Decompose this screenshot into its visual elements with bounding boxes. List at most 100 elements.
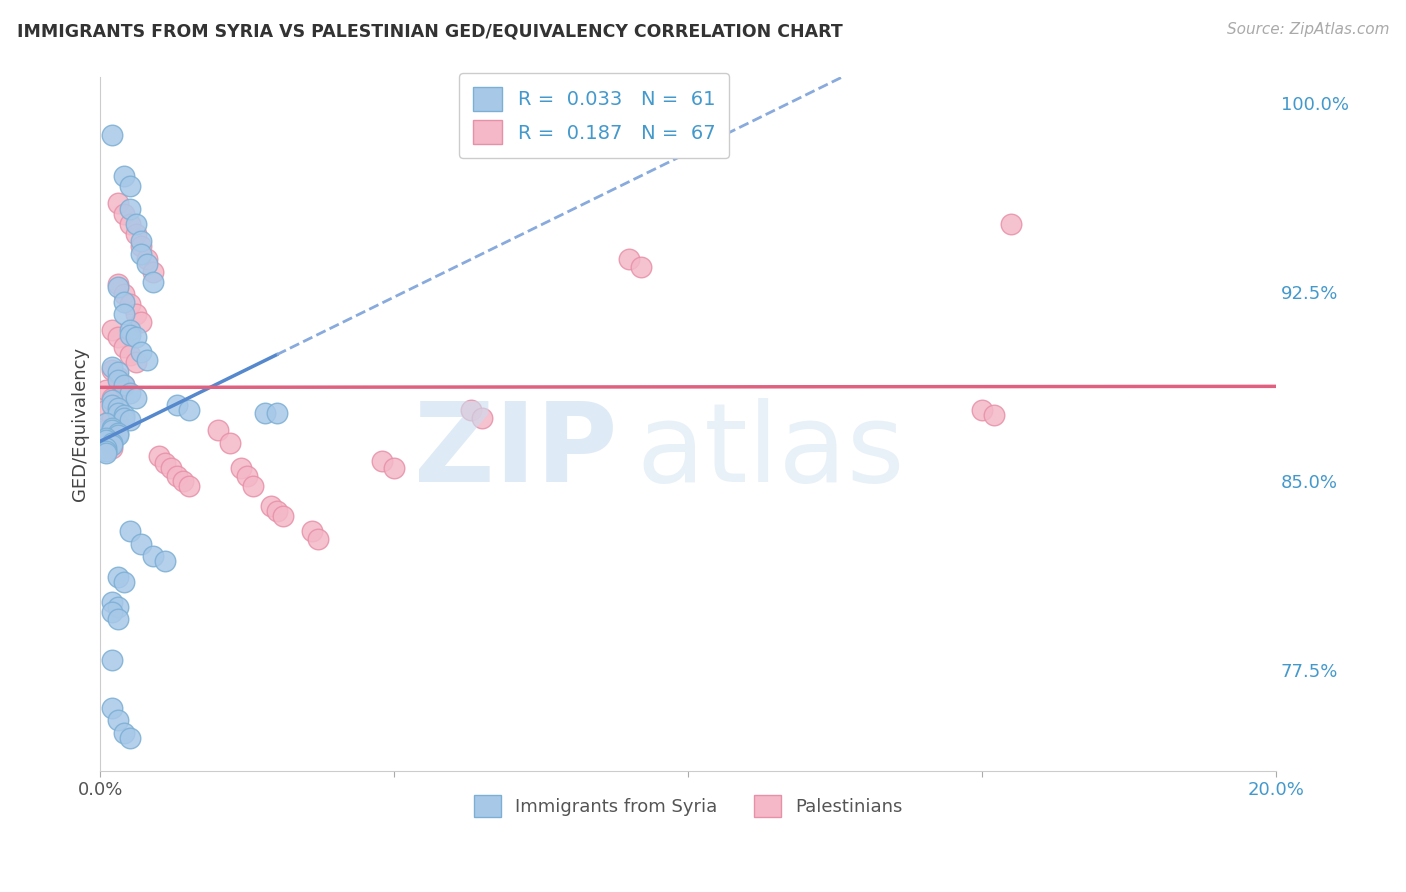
- Point: [131, 239, 153, 253]
- Point: [1000, 217, 1022, 231]
- Point: [207, 423, 229, 437]
- Point: [107, 365, 129, 379]
- Point: [112, 287, 135, 301]
- Point: [118, 217, 141, 231]
- Point: [101, 700, 124, 714]
- Point: [107, 416, 129, 430]
- Point: [107, 279, 129, 293]
- Point: [96, 434, 118, 448]
- Point: [630, 260, 652, 274]
- Point: [382, 461, 405, 475]
- Point: [131, 235, 153, 249]
- Point: [131, 537, 153, 551]
- Point: [112, 169, 135, 183]
- Point: [124, 355, 146, 369]
- Point: [136, 252, 159, 266]
- Point: [107, 370, 129, 384]
- Point: [107, 428, 129, 442]
- Point: [101, 393, 124, 408]
- Point: [266, 406, 288, 420]
- Point: [118, 385, 141, 400]
- Point: [107, 277, 129, 292]
- Point: [96, 441, 118, 455]
- Point: [112, 206, 135, 220]
- Point: [96, 434, 118, 448]
- Point: [371, 453, 394, 467]
- Point: [271, 509, 294, 524]
- Point: [107, 406, 129, 420]
- Point: [124, 391, 146, 405]
- Point: [96, 443, 118, 458]
- Point: [101, 428, 124, 442]
- Point: [101, 605, 124, 619]
- Point: [96, 416, 118, 430]
- Point: [101, 421, 124, 435]
- Point: [118, 731, 141, 745]
- Point: [101, 360, 124, 375]
- Point: [253, 406, 276, 420]
- Point: [177, 403, 200, 417]
- Text: ZIP: ZIP: [415, 399, 617, 505]
- Point: [101, 595, 124, 609]
- Point: [307, 532, 329, 546]
- Point: [101, 653, 124, 667]
- Point: [124, 227, 146, 241]
- Point: [118, 524, 141, 539]
- Point: [112, 574, 135, 589]
- Point: [136, 352, 159, 367]
- Point: [460, 403, 482, 417]
- Point: [112, 307, 135, 321]
- Point: [112, 409, 135, 423]
- Point: [96, 446, 118, 460]
- Point: [124, 307, 146, 321]
- Point: [101, 438, 124, 452]
- Point: [153, 456, 176, 470]
- Point: [101, 322, 124, 336]
- Point: [107, 569, 129, 583]
- Point: [118, 327, 141, 342]
- Point: [118, 322, 141, 336]
- Point: [101, 441, 124, 455]
- Point: [136, 257, 159, 271]
- Point: [260, 499, 283, 513]
- Point: [112, 410, 135, 425]
- Point: [118, 348, 141, 362]
- Point: [142, 264, 165, 278]
- Point: [218, 436, 240, 450]
- Point: [101, 423, 124, 437]
- Point: [970, 403, 993, 417]
- Point: [236, 468, 259, 483]
- Point: [107, 398, 129, 412]
- Point: [148, 449, 170, 463]
- Point: [131, 345, 153, 359]
- Point: [131, 247, 153, 261]
- Point: [96, 383, 118, 397]
- Point: [101, 128, 124, 143]
- Point: [101, 436, 124, 450]
- Point: [172, 474, 194, 488]
- Point: [101, 398, 124, 412]
- Point: [983, 409, 1005, 423]
- Point: [107, 330, 129, 344]
- Point: [118, 178, 141, 193]
- Point: [166, 398, 188, 412]
- Point: [177, 479, 200, 493]
- Point: [107, 373, 129, 387]
- Point: [112, 378, 135, 392]
- Point: [142, 275, 165, 289]
- Point: [301, 524, 323, 539]
- Point: [101, 363, 124, 377]
- Legend: Immigrants from Syria, Palestinians: Immigrants from Syria, Palestinians: [467, 788, 910, 824]
- Point: [142, 549, 165, 564]
- Point: [242, 479, 264, 493]
- Point: [96, 403, 118, 417]
- Point: [101, 391, 124, 405]
- Y-axis label: GED/Equivalency: GED/Equivalency: [72, 347, 89, 501]
- Point: [124, 330, 146, 344]
- Point: [107, 599, 129, 614]
- Point: [266, 504, 288, 518]
- Point: [131, 315, 153, 329]
- Point: [160, 461, 183, 475]
- Text: IMMIGRANTS FROM SYRIA VS PALESTINIAN GED/EQUIVALENCY CORRELATION CHART: IMMIGRANTS FROM SYRIA VS PALESTINIAN GED…: [17, 22, 842, 40]
- Point: [231, 461, 253, 475]
